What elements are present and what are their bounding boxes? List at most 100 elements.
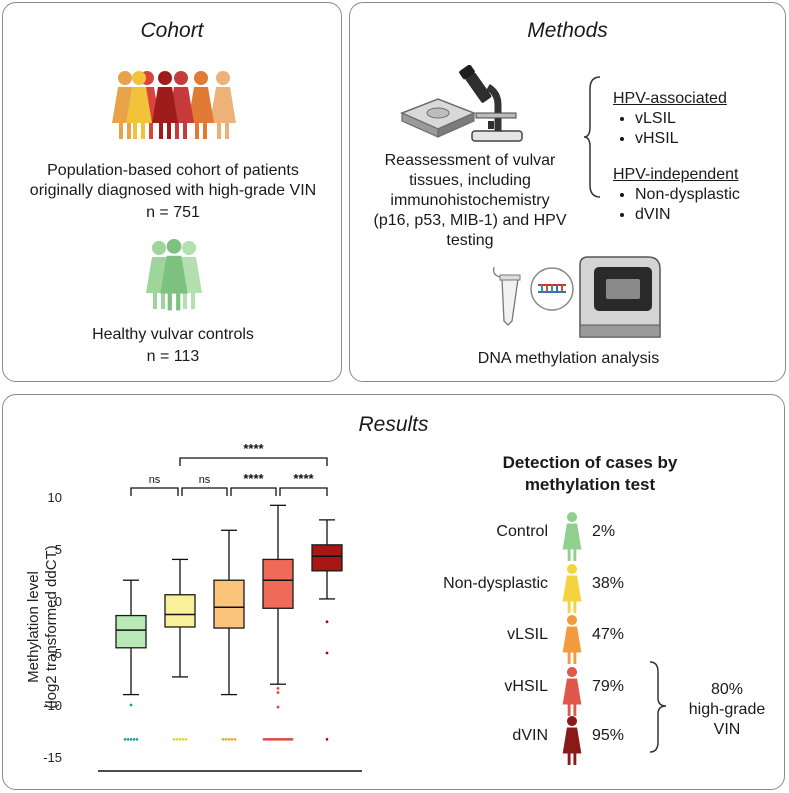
outlier-point [276, 691, 280, 694]
bracket-line [279, 487, 328, 496]
methods-brace [583, 76, 601, 198]
highgrade-pct: 80% [710, 681, 744, 698]
highgrade-brace [649, 661, 667, 753]
floor-point [184, 738, 188, 741]
patients-people-icon [112, 71, 236, 139]
hpv-independent-list: HPV-independent Non-dysplastic dVIN [613, 165, 740, 225]
detection-percent: 38% [592, 575, 624, 592]
floor-point [178, 738, 182, 741]
woman-icon [562, 667, 582, 716]
y-axis-label: (log2 transformed ddCT) [43, 545, 60, 708]
box-iqr [213, 579, 245, 629]
floor-point [135, 738, 139, 741]
y-tick-label: -5 [50, 646, 62, 661]
detection-percent: 79% [592, 678, 624, 695]
significance-label: **** [293, 471, 314, 486]
woman-icon [562, 615, 582, 664]
floor-point [221, 738, 225, 741]
patient-figure-icon [152, 71, 178, 139]
floor-point [175, 738, 179, 741]
bracket-nondysplastic-vlsil: ns [181, 474, 228, 496]
results-panel: Results [2, 394, 785, 790]
floor-point [227, 738, 231, 741]
box-iqr [164, 594, 196, 628]
floor-point [272, 738, 275, 741]
box-0 [115, 579, 147, 741]
bracket-vhsil-dvin: **** [279, 471, 328, 496]
outlier-point [129, 703, 133, 707]
reassessment-description: Reassessment of vulvar tissues, includin… [373, 152, 567, 249]
list-item: vHSIL [635, 129, 727, 149]
floor-point [132, 738, 136, 741]
y-tick-label: 10 [48, 490, 62, 505]
floor-point [266, 738, 270, 741]
box-4 [311, 519, 343, 741]
bracket-vlsil-vhsil: **** [230, 471, 277, 496]
controls-description: Healthy vulvar controls [92, 326, 254, 343]
bracket-top: **** [179, 441, 328, 466]
detection-label: dVIN [512, 727, 548, 744]
box-iqr [115, 614, 147, 649]
significance-label: **** [243, 441, 264, 456]
bracket-control-nondysplastic: ns [130, 474, 179, 496]
list-item: Non-dysplastic [635, 185, 740, 205]
outlier-point [276, 686, 280, 690]
detection-label: Control [496, 523, 548, 540]
dna-methylation-label: DNA methylation analysis [477, 350, 660, 367]
significance-label: ns [149, 474, 161, 486]
sample-tube-icon [493, 266, 574, 326]
detection-title-line1: Detection of cases by [502, 453, 678, 472]
y-tick-label: 5 [55, 542, 62, 557]
y-axis-label: Methylation level [25, 571, 42, 683]
cohort-title: Cohort [140, 19, 204, 42]
floor-point [279, 738, 283, 741]
box-1 [164, 558, 196, 741]
y-tick-label: 0 [55, 594, 62, 609]
floor-point [288, 738, 292, 741]
control-figure-icon [160, 239, 188, 311]
hpv-independent-heading: HPV-independent [613, 166, 739, 183]
cohort-panel: Cohort Population-based cohort of patien… [2, 2, 342, 382]
outlier-point [325, 651, 329, 655]
detection-percent: 47% [592, 626, 624, 643]
woman-icon [562, 716, 582, 765]
outlier-point [276, 705, 280, 709]
controls-count: n = 113 [146, 348, 200, 365]
box-3 [262, 504, 294, 741]
results-title: Results [358, 413, 429, 436]
highgrade-summary: 80% high-grade VIN [682, 680, 772, 740]
floor-point [268, 738, 271, 741]
patients-description: Population-based cohort of patients orig… [29, 162, 317, 199]
box-iqr [311, 544, 343, 572]
floor-point [281, 738, 284, 741]
significance-label: **** [243, 471, 264, 486]
detection-title: Detection of cases by methylation test [470, 452, 710, 496]
detection-title-line2: methylation test [524, 475, 656, 494]
floor-point [172, 738, 176, 741]
methods-panel: Methods Reassessment of vulvar tissues, … [349, 2, 786, 382]
box-2 [213, 529, 245, 741]
woman-icon [562, 564, 582, 613]
floor-point [273, 738, 277, 741]
floor-point [270, 738, 273, 741]
hpv-associated-list: HPV-associated vLSIL vHSIL [613, 89, 727, 149]
bracket-line [230, 487, 277, 496]
detection-label: vLSIL [507, 626, 548, 643]
controls-people-icon [146, 239, 202, 311]
patient-figure-icon [210, 71, 236, 139]
floor-point [285, 738, 288, 741]
floor-point [233, 738, 237, 741]
detection-label: Non-dysplastic [443, 575, 548, 592]
box-iqr [262, 558, 294, 609]
sequencer-icon [579, 256, 661, 338]
highgrade-line2: VIN [713, 721, 741, 738]
floor-point [264, 738, 268, 741]
list-item: vLSIL [635, 109, 727, 129]
floor-point [224, 738, 228, 741]
bracket-line [130, 487, 179, 496]
floor-point [275, 738, 279, 741]
highgrade-line1: high-grade [688, 701, 766, 718]
list-item: dVIN [635, 205, 740, 225]
microscope-icon [459, 65, 523, 142]
